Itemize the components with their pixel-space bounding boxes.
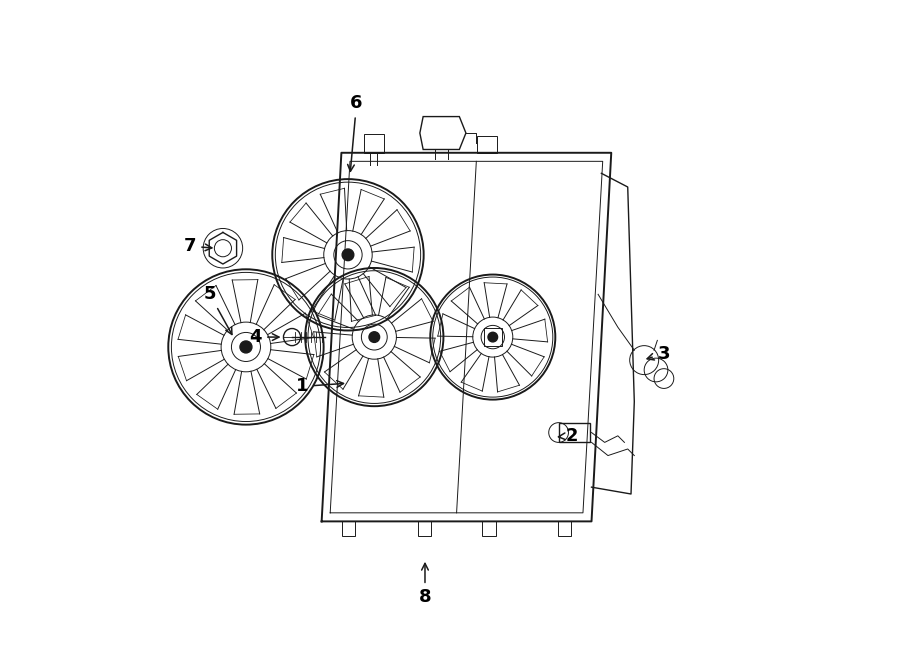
Circle shape	[369, 332, 380, 342]
Circle shape	[342, 249, 354, 260]
Text: 1: 1	[295, 377, 344, 395]
Text: 5: 5	[203, 286, 232, 334]
Text: 6: 6	[347, 95, 363, 171]
Circle shape	[240, 341, 252, 353]
Text: 2: 2	[559, 427, 578, 445]
Text: 3: 3	[647, 344, 670, 362]
Text: 4: 4	[249, 328, 279, 346]
Text: 8: 8	[418, 563, 431, 606]
Circle shape	[488, 332, 498, 342]
Text: 7: 7	[184, 237, 212, 255]
